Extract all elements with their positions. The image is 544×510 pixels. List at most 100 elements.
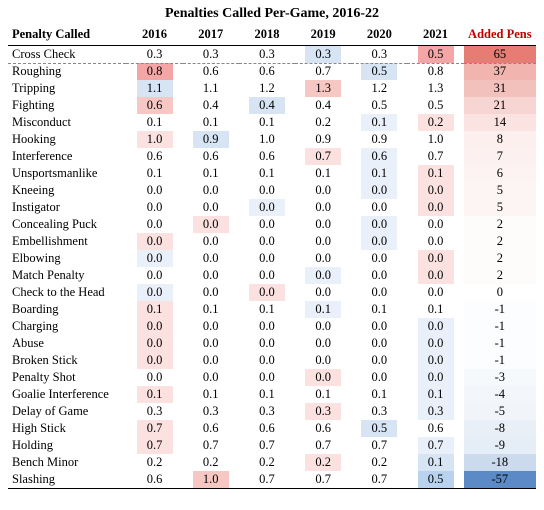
added-pens-cell: -1 <box>464 318 536 335</box>
year-cell: 0.0 <box>407 318 463 335</box>
year-cell: 0.7 <box>295 148 351 165</box>
year-cell: 0.1 <box>351 301 407 318</box>
added-pens-cell: 7 <box>464 148 536 165</box>
year-cell: 0.0 <box>126 250 182 267</box>
year-cell: 0.0 <box>295 352 351 369</box>
year-cell: 0.9 <box>183 131 239 148</box>
year-cell: 0.1 <box>407 165 463 182</box>
year-cell: 0.3 <box>126 46 182 64</box>
year-cell: 0.1 <box>407 386 463 403</box>
table-row: Kneeing0.00.00.00.00.00.05 <box>8 182 536 199</box>
year-cell: 0.7 <box>239 471 295 489</box>
year-cell: 0.7 <box>351 471 407 489</box>
added-pens-cell: 0 <box>464 284 536 301</box>
year-cell: 1.0 <box>239 131 295 148</box>
added-pens-cell: 2 <box>464 267 536 284</box>
year-cell: 0.0 <box>126 352 182 369</box>
year-cell: 1.2 <box>239 80 295 97</box>
year-cell: 0.0 <box>295 369 351 386</box>
added-pens-cell: -4 <box>464 386 536 403</box>
year-cell: 0.0 <box>239 369 295 386</box>
penalty-name: Embellishment <box>8 233 126 250</box>
year-cell: 0.6 <box>239 420 295 437</box>
year-cell: 0.0 <box>351 284 407 301</box>
year-cell: 1.0 <box>407 131 463 148</box>
year-cell: 0.7 <box>407 437 463 454</box>
year-cell: 0.0 <box>239 199 295 216</box>
year-cell: 0.0 <box>351 250 407 267</box>
year-cell: 0.2 <box>295 114 351 131</box>
year-cell: 0.7 <box>407 148 463 165</box>
table-row: Fighting0.60.40.40.40.50.521 <box>8 97 536 114</box>
year-cell: 0.0 <box>407 369 463 386</box>
added-pens-cell: -1 <box>464 301 536 318</box>
penalty-name: Bench Minor <box>8 454 126 471</box>
added-pens-cell: 2 <box>464 250 536 267</box>
penalty-name: Check to the Head <box>8 284 126 301</box>
penalty-name: Delay of Game <box>8 403 126 420</box>
year-cell: 0.5 <box>407 471 463 489</box>
table-row: Charging0.00.00.00.00.00.0-1 <box>8 318 536 335</box>
year-cell: 0.1 <box>126 114 182 131</box>
year-cell: 0.5 <box>351 420 407 437</box>
table-row: Bench Minor0.20.20.20.20.20.1-18 <box>8 454 536 471</box>
added-pens-cell: -1 <box>464 335 536 352</box>
added-pens-cell: 6 <box>464 165 536 182</box>
year-cell: 0.0 <box>126 267 182 284</box>
year-cell: 0.1 <box>295 301 351 318</box>
year-cell: 0.0 <box>295 335 351 352</box>
table-row: Embellishment0.00.00.00.00.00.02 <box>8 233 536 250</box>
year-cell: 0.0 <box>239 182 295 199</box>
year-cell: 0.0 <box>183 250 239 267</box>
table-row: Match Penalty0.00.00.00.00.00.02 <box>8 267 536 284</box>
added-pens-cell: 14 <box>464 114 536 131</box>
year-cell: 0.0 <box>126 233 182 250</box>
year-cell: 0.7 <box>183 437 239 454</box>
table-row: Unsportsmanlike0.10.10.10.10.10.16 <box>8 165 536 182</box>
added-pens-cell: -9 <box>464 437 536 454</box>
penalty-name: Charging <box>8 318 126 335</box>
penalty-name: Unsportsmanlike <box>8 165 126 182</box>
year-cell: 0.0 <box>126 182 182 199</box>
col-2021: 2021 <box>407 24 463 46</box>
year-cell: 0.6 <box>351 148 407 165</box>
year-cell: 0.2 <box>351 454 407 471</box>
penalty-name: Instigator <box>8 199 126 216</box>
penalty-name: Hooking <box>8 131 126 148</box>
year-cell: 0.4 <box>239 97 295 114</box>
table-row: Misconduct0.10.10.10.20.10.214 <box>8 114 536 131</box>
year-cell: 0.7 <box>295 471 351 489</box>
year-cell: 0.0 <box>295 182 351 199</box>
year-cell: 0.1 <box>126 386 182 403</box>
year-cell: 0.3 <box>183 403 239 420</box>
year-cell: 1.0 <box>183 471 239 489</box>
year-cell: 0.0 <box>183 318 239 335</box>
year-cell: 0.7 <box>351 437 407 454</box>
year-cell: 0.6 <box>183 420 239 437</box>
year-cell: 0.0 <box>351 216 407 233</box>
year-cell: 0.1 <box>183 386 239 403</box>
year-cell: 0.1 <box>295 386 351 403</box>
year-cell: 0.3 <box>239 46 295 64</box>
year-cell: 0.0 <box>239 233 295 250</box>
penalty-table: Penalty Called 2016 2017 2018 2019 2020 … <box>8 24 536 489</box>
year-cell: 0.1 <box>351 165 407 182</box>
col-penalty: Penalty Called <box>8 24 126 46</box>
year-cell: 0.1 <box>239 386 295 403</box>
year-cell: 0.0 <box>126 335 182 352</box>
year-cell: 0.0 <box>183 369 239 386</box>
year-cell: 0.2 <box>183 454 239 471</box>
year-cell: 0.3 <box>407 403 463 420</box>
year-cell: 0.7 <box>295 63 351 80</box>
year-cell: 0.0 <box>126 369 182 386</box>
year-cell: 0.8 <box>407 63 463 80</box>
year-cell: 0.3 <box>126 403 182 420</box>
year-cell: 0.0 <box>351 199 407 216</box>
year-cell: 0.0 <box>295 284 351 301</box>
year-cell: 0.6 <box>239 63 295 80</box>
year-cell: 0.0 <box>351 233 407 250</box>
year-cell: 0.0 <box>183 216 239 233</box>
header-row: Penalty Called 2016 2017 2018 2019 2020 … <box>8 24 536 46</box>
table-row: Broken Stick0.00.00.00.00.00.0-1 <box>8 352 536 369</box>
table-row: Holding0.70.70.70.70.70.7-9 <box>8 437 536 454</box>
